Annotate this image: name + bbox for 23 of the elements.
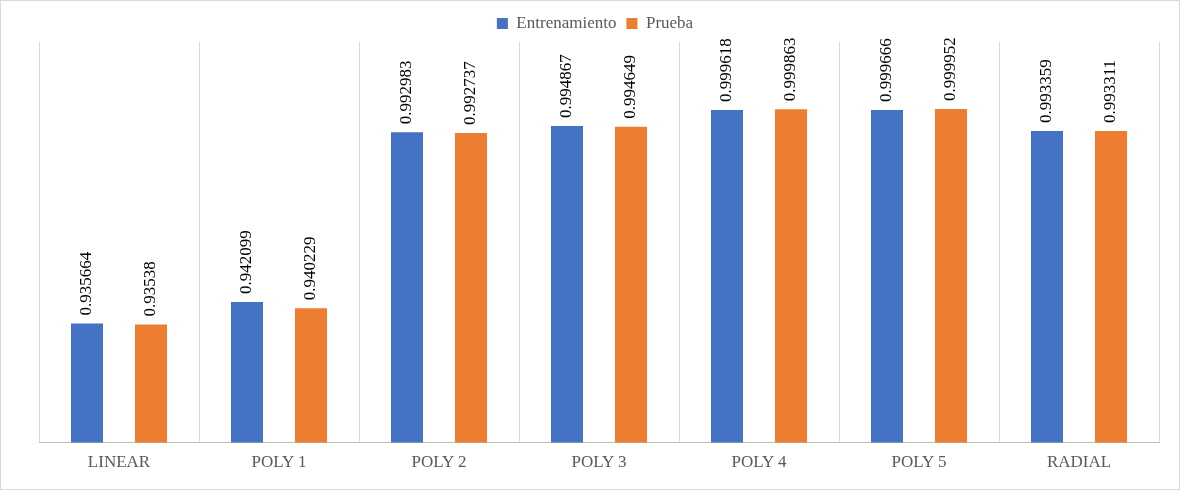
data-label: 0.994649 [620,54,640,119]
x-tick-label: LINEAR [87,452,151,472]
data-label: 0.999952 [940,37,960,101]
x-tick-label: POLY 1 [251,452,307,472]
data-label: 0.940229 [300,236,320,301]
data-label: 0.993311 [1100,59,1120,124]
data-label: 0.993359 [1036,59,1056,123]
x-tick-label: POLY 2 [411,452,467,472]
x-tick-label: POLY 5 [891,452,947,472]
legend-label: Prueba [645,12,694,32]
data-label: 0.992983 [396,60,416,125]
data-label: 0.935664 [76,251,96,316]
legend-label: Entrenamiento [516,12,617,32]
data-label: 0.942099 [236,230,256,295]
data-label: 0.999666 [876,38,896,102]
data-label: 0.992737 [460,60,480,126]
x-tick-label: POLY 3 [571,452,627,472]
data-label: 0.994867 [556,53,576,118]
x-tick-label: RADIAL [1046,452,1112,472]
data-label: 0.999863 [780,37,800,102]
x-tick-label: POLY 4 [731,452,787,472]
data-label: 0.999618 [716,38,736,103]
data-label: 0.93538 [140,261,160,317]
